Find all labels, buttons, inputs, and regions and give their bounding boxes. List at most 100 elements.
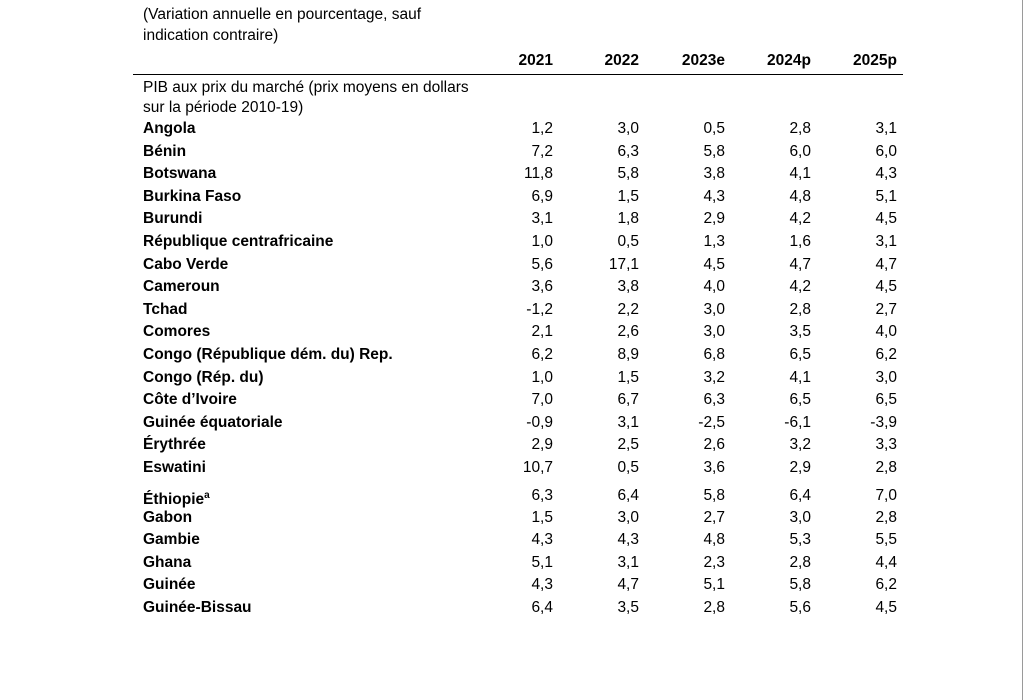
table-row: Cameroun 3,6 3,8 4,0 4,2 4,5 xyxy=(133,276,903,299)
value-cell-2021: 5,1 xyxy=(531,553,553,571)
value-cell-2024p: 4,1 xyxy=(789,368,811,386)
value-cell-2022: 4,7 xyxy=(617,576,639,594)
country-label: Ghana xyxy=(143,553,192,571)
country-name: Eswatini xyxy=(143,457,206,479)
value-cell-2022: 6,4 xyxy=(617,486,639,504)
country-name: Guinée-Bissau xyxy=(143,597,252,619)
country-label: Gabon xyxy=(143,508,193,526)
column-header-2023e: 2023e xyxy=(641,50,727,75)
table-row: Angola 1,2 3,0 0,5 2,8 3,1 xyxy=(133,118,903,141)
value-cell-2023e: 2,6 xyxy=(703,436,725,454)
value-cell-2025p: 4,7 xyxy=(875,255,897,273)
value-cell-2021: 4,3 xyxy=(531,531,553,549)
value-cell-2021: 7,2 xyxy=(531,142,553,160)
table-row: Guinée-Bissau 6,4 3,5 2,8 5,6 4,5 xyxy=(133,597,903,620)
table-row: Burkina Faso 6,9 1,5 4,3 4,8 5,1 xyxy=(133,186,903,209)
header-rule xyxy=(133,74,903,75)
value-cell-2025p: 3,1 xyxy=(875,232,897,250)
table-row: Burundi 3,1 1,8 2,9 4,2 4,5 xyxy=(133,208,903,231)
value-cell-2023e: 4,0 xyxy=(703,278,725,296)
value-cell-2023e: 4,5 xyxy=(703,255,725,273)
value-cell-2021: 10,7 xyxy=(522,458,553,476)
value-cell-2021: 5,6 xyxy=(531,255,553,273)
value-cell-2021: 6,4 xyxy=(531,598,553,616)
value-cell-2024p: 3,0 xyxy=(789,508,811,526)
value-cell-2024p: 4,2 xyxy=(789,278,811,296)
value-cell-2021: 4,3 xyxy=(531,576,553,594)
value-cell-2023e: 3,8 xyxy=(703,165,725,183)
value-cell-2024p: 5,8 xyxy=(789,576,811,594)
country-name: Burkina Faso xyxy=(143,186,241,208)
value-cell-2024p: 3,2 xyxy=(789,436,811,454)
value-cell-2023e: 3,0 xyxy=(703,323,725,341)
country-label: Congo (Rép. du) xyxy=(143,368,264,386)
country-name: Érythrée xyxy=(143,434,206,456)
country-label: Éthiopie xyxy=(143,490,205,508)
country-label: Cameroun xyxy=(143,278,220,296)
country-name: République centrafricaine xyxy=(143,231,333,253)
value-cell-2024p: 4,7 xyxy=(789,255,811,273)
table-row: Botswana 11,8 5,8 3,8 4,1 4,3 xyxy=(133,163,903,186)
country-name: Tchad xyxy=(143,299,188,321)
value-cell-2025p: 4,0 xyxy=(875,323,897,341)
value-cell-2021: -1,2 xyxy=(526,300,553,318)
value-cell-2023e: 2,7 xyxy=(703,508,725,526)
value-cell-2021: 2,1 xyxy=(531,323,553,341)
value-cell-2022: 2,5 xyxy=(617,436,639,454)
country-name: Cabo Verde xyxy=(143,254,228,276)
value-cell-2022: 3,0 xyxy=(617,508,639,526)
country-name: Éthiopiea xyxy=(143,485,210,511)
value-cell-2021: 6,9 xyxy=(531,187,553,205)
country-label: Guinée équatoriale xyxy=(143,413,283,431)
value-cell-2025p: 4,3 xyxy=(875,165,897,183)
value-cell-2024p: -6,1 xyxy=(784,413,811,431)
value-cell-2025p: 4,5 xyxy=(875,278,897,296)
value-cell-2023e: 2,3 xyxy=(703,553,725,571)
value-cell-2023e: -2,5 xyxy=(698,413,725,431)
country-label: République centrafricaine xyxy=(143,232,334,250)
country-label: Angola xyxy=(143,120,196,137)
value-cell-2024p: 4,1 xyxy=(789,165,811,183)
value-cell-2023e: 2,8 xyxy=(703,598,725,616)
value-cell-2021: 2,9 xyxy=(531,436,553,454)
value-cell-2021: 3,1 xyxy=(531,210,553,228)
value-cell-2024p: 6,5 xyxy=(789,345,811,363)
table-row: Éthiopiea 6,3 6,4 5,8 6,4 7,0 xyxy=(133,480,903,508)
value-cell-2022: 17,1 xyxy=(608,255,639,273)
footnote-marker: a xyxy=(204,489,210,501)
table-body: Angola 1,2 3,0 0,5 2,8 3,1 Bénin 7,2 6,3 5,8 6,0 6,… xyxy=(133,118,903,619)
table-row: Bénin 7,2 6,3 5,8 6,0 6,0 xyxy=(133,141,903,164)
value-cell-2025p: -3,9 xyxy=(870,413,897,431)
value-cell-2024p: 5,6 xyxy=(789,598,811,616)
value-cell-2024p: 3,5 xyxy=(789,323,811,341)
table-header: 2021 2022 2023e 2024p 2025p xyxy=(133,50,903,75)
country-label: Comores xyxy=(143,323,211,341)
country-label: Bénin xyxy=(143,142,187,160)
value-cell-2021: -0,9 xyxy=(526,413,553,431)
value-cell-2023e: 5,8 xyxy=(703,486,725,504)
table-row: Guinée 4,3 4,7 5,1 5,8 6,2 xyxy=(133,574,903,597)
section-label: PIB aux prix du marché (prix moyens en d… xyxy=(143,79,469,116)
value-cell-2024p: 6,5 xyxy=(789,391,811,409)
country-label: Tchad xyxy=(143,300,188,318)
value-cell-2022: 5,8 xyxy=(617,165,639,183)
table-row: Tchad -1,2 2,2 3,0 2,8 2,7 xyxy=(133,299,903,322)
value-cell-2023e: 6,8 xyxy=(703,345,725,363)
value-cell-2021: 6,3 xyxy=(531,486,553,504)
table-title: subsaharienne xyxy=(133,0,903,1)
country-label: Botswana xyxy=(143,165,217,183)
value-cell-2023e: 5,1 xyxy=(703,576,725,594)
column-header-2021: 2021 xyxy=(469,50,555,75)
value-cell-2021: 1,0 xyxy=(531,368,553,386)
country-name: Bénin xyxy=(143,141,186,163)
country-name: Congo (Rép. du) xyxy=(143,367,264,389)
country-label: Congo (République dém. du) Rep. xyxy=(143,345,393,363)
value-cell-2025p: 3,1 xyxy=(875,120,897,137)
table-title-text: subsaharienne xyxy=(143,0,256,1)
value-cell-2025p: 5,5 xyxy=(875,531,897,549)
value-cell-2022: 6,7 xyxy=(617,391,639,409)
value-cell-2023e: 4,8 xyxy=(703,531,725,549)
table-row: Congo (République dém. du) Rep. 6,2 8,9 6,8… xyxy=(133,344,903,367)
table-row: Cabo Verde 5,6 17,1 4,5 4,7 4,7 xyxy=(133,254,903,277)
value-cell-2024p: 5,3 xyxy=(789,531,811,549)
